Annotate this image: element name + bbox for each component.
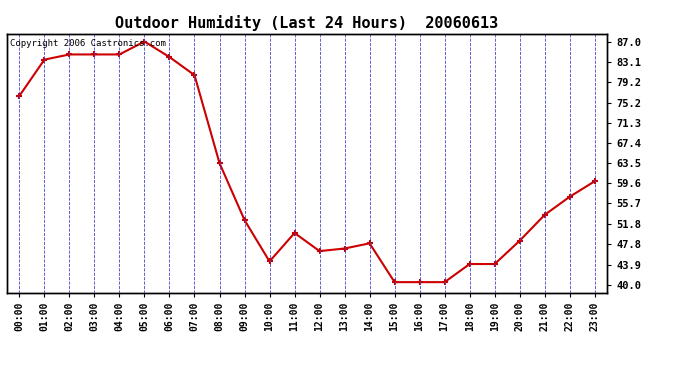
Title: Outdoor Humidity (Last 24 Hours)  20060613: Outdoor Humidity (Last 24 Hours) 2006061… — [115, 15, 499, 31]
Text: Copyright 2006 Castronics.com: Copyright 2006 Castronics.com — [10, 39, 166, 48]
